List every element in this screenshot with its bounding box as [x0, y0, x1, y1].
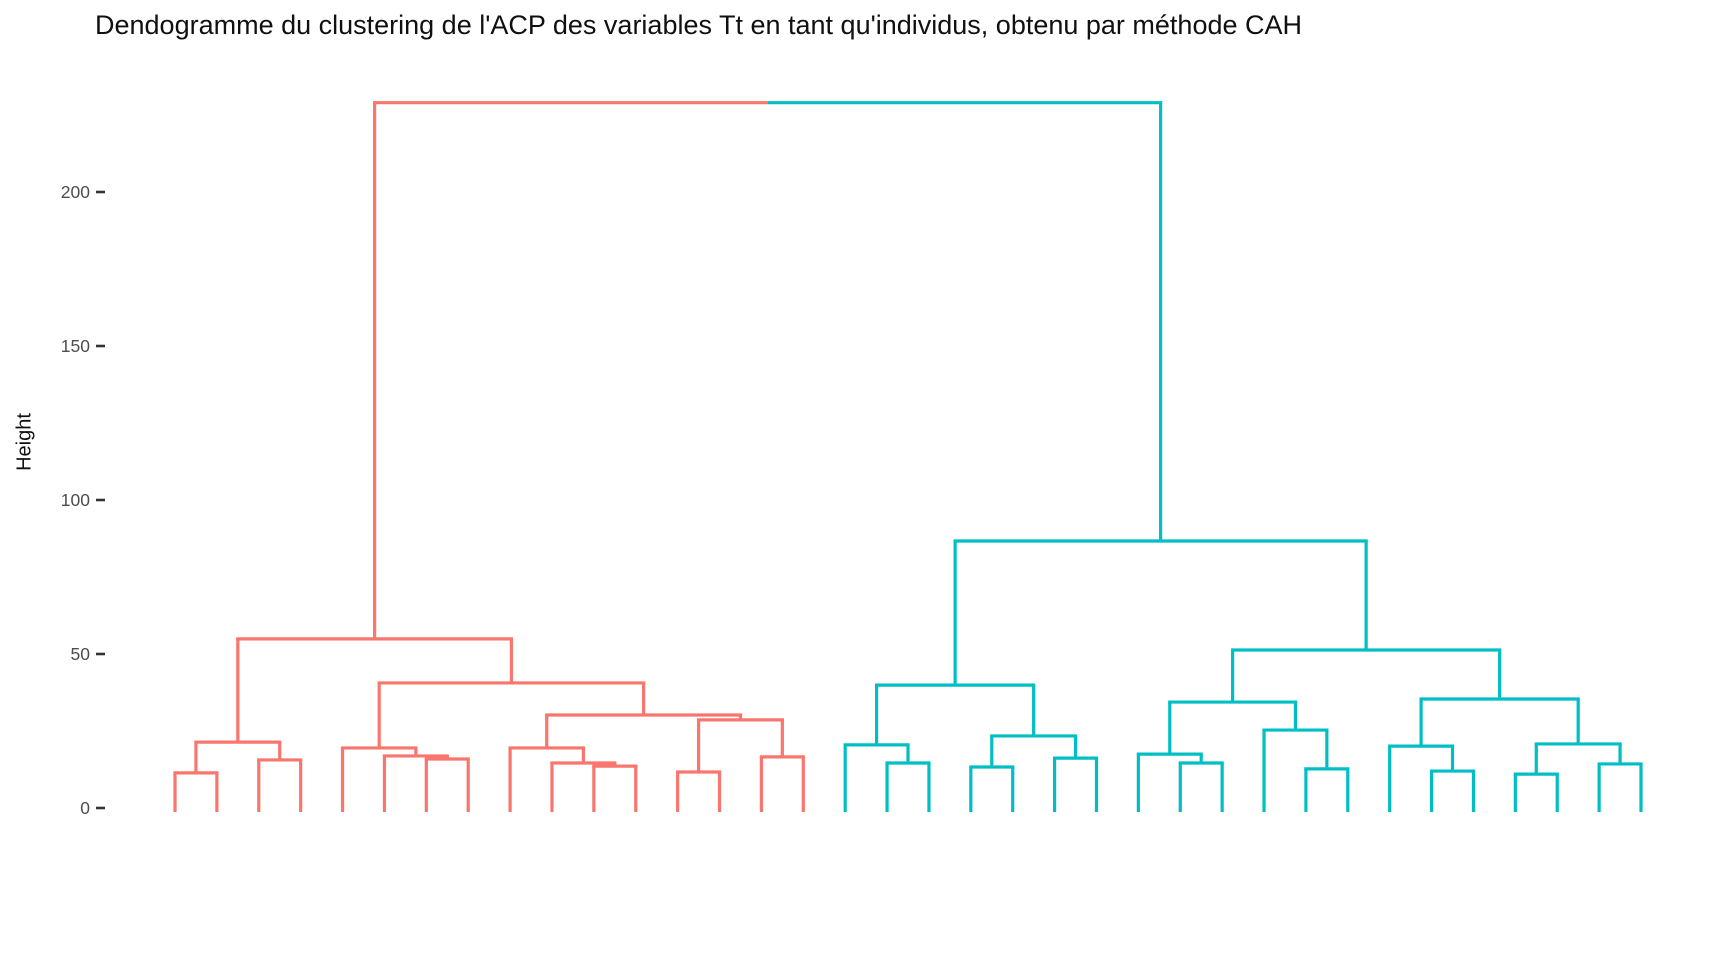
- y-tick-label: 0: [80, 798, 90, 818]
- y-tick-label: 100: [61, 490, 90, 510]
- y-tick-label: 50: [71, 644, 91, 664]
- y-tick-label: 150: [61, 336, 90, 356]
- chart-title: Dendogramme du clustering de l'ACP des v…: [95, 10, 1302, 40]
- y-tick-label: 200: [61, 182, 90, 202]
